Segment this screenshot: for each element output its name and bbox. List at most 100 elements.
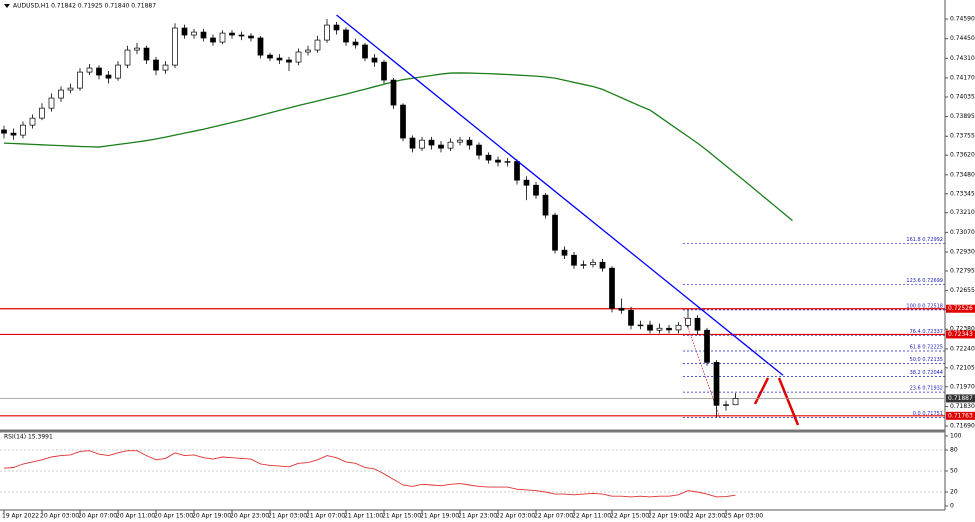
candle-body (628, 309, 634, 326)
y-tick-label: 0.71830 (950, 403, 975, 410)
candle-body (352, 41, 359, 46)
candle-body (685, 317, 691, 326)
candle-body (675, 324, 682, 331)
rsi-title: RSI(14) 15.3991 (4, 434, 53, 441)
y-tick-label: 0.74590 (950, 16, 975, 23)
candle-body (39, 107, 45, 119)
candle-body (219, 32, 226, 43)
candle-body (267, 54, 273, 59)
candle-body (542, 194, 549, 216)
price-tag (946, 330, 975, 339)
candle-body (438, 144, 444, 149)
candle-body (29, 117, 36, 126)
candle-body (390, 79, 397, 106)
rsi-tick-label: 0 (950, 503, 954, 510)
candle-body (447, 141, 454, 149)
y-tick-label: 0.73620 (950, 152, 975, 159)
y-tick-label: 0.74035 (950, 93, 975, 100)
y-tick-label: 0.74450 (950, 35, 975, 42)
chart-title: AUDUSD,H1 0.71842 0.71925 0.71840 0.7188… (13, 3, 156, 10)
candle-body (618, 307, 625, 311)
candle-body (552, 214, 558, 251)
candle-body (305, 49, 311, 53)
candle-body (134, 47, 140, 51)
candle-body (504, 161, 511, 163)
y-tick-label: 0.73755 (950, 133, 975, 140)
candle-body (400, 104, 406, 139)
fib-label: 0.0 0.71751 (913, 411, 943, 417)
y-tick-label: 0.72380 (950, 326, 975, 333)
x-tick-label: 19 Apr 2022 (2, 513, 39, 520)
candle-body (466, 139, 473, 146)
price-tag (946, 304, 975, 313)
candle-body (124, 49, 131, 66)
x-tick-label: 20 Apr 03:00 (40, 513, 79, 520)
y-tick-label: 0.73345 (950, 190, 975, 197)
y-tick-label: 0.72795 (950, 267, 975, 274)
candle-body (314, 39, 321, 51)
x-tick-label: 21 Apr 15:00 (382, 513, 421, 520)
candle-body (713, 361, 720, 406)
candle-body (172, 27, 178, 66)
fib-label: 38.2 0.72044 (910, 370, 943, 376)
candle-body (381, 61, 387, 81)
candle-body (238, 34, 245, 37)
y-tick-label: 0.72655 (950, 287, 975, 294)
x-tick-label: 21 Apr 23:00 (458, 513, 497, 520)
y-tick-label: 0.71690 (950, 423, 975, 430)
x-tick-label: 22 Apr 07:00 (534, 513, 573, 520)
x-tick-label: 21 Apr 19:00 (420, 513, 459, 520)
candle-body (162, 64, 169, 71)
candle-body (191, 31, 197, 36)
candle-body (362, 44, 368, 59)
candle-body (571, 254, 577, 266)
fib-label: 100.0 0.72518 (906, 303, 943, 309)
candle-body (523, 179, 530, 186)
candle-body (67, 87, 74, 91)
candle-body (457, 139, 463, 143)
candle-body (143, 47, 150, 61)
candle-body (257, 37, 264, 56)
candle-body (248, 35, 254, 39)
candle-body (58, 89, 64, 99)
candle-body (647, 324, 653, 331)
candle-body (295, 51, 302, 63)
candle-body (495, 159, 501, 163)
x-tick-label: 22 Apr 19:00 (648, 513, 687, 520)
price-tag-label: 0.71887 (948, 395, 973, 402)
candle-body (48, 97, 55, 109)
projection-arrow (753, 377, 770, 405)
y-tick-label: 0.73210 (950, 209, 975, 216)
candle-body (276, 57, 283, 61)
fib-label: 76.4 0.72337 (910, 329, 943, 335)
x-tick-label: 20 Apr 07:00 (78, 513, 117, 520)
y-tick-label: 0.74170 (950, 74, 975, 81)
rsi-tick-label: 100 (950, 433, 962, 440)
projection-arrow (777, 377, 800, 426)
candle-body (409, 137, 416, 149)
x-tick-label: 22 Apr 15:00 (610, 513, 649, 520)
y-tick-label: 0.71970 (950, 383, 975, 390)
candle-body (590, 261, 596, 266)
candle-body (181, 27, 188, 36)
trendline (336, 14, 784, 376)
x-tick-label: 20 Apr 19:00 (192, 513, 231, 520)
candle-body (96, 67, 102, 76)
price-tag (946, 394, 975, 403)
candle-body (77, 71, 83, 89)
fib-label: 23.6 0.71932 (910, 386, 943, 392)
price-tag-label: 0.72526 (948, 305, 973, 312)
rsi-tick-label: 80 (950, 447, 958, 454)
candle-body (419, 139, 425, 149)
x-tick-label: 21 Apr 03:00 (268, 513, 307, 520)
candle-body (637, 324, 644, 327)
x-tick-label: 22 Apr 23:00 (686, 513, 725, 520)
candle-body (200, 31, 207, 39)
x-tick-label: 21 Apr 07:00 (306, 513, 345, 520)
candle-body (229, 32, 235, 36)
x-tick-label: 22 Apr 11:00 (572, 513, 611, 520)
rsi-tick-label: 20 (950, 489, 958, 496)
price-tag-label: 0.72343 (948, 331, 973, 338)
